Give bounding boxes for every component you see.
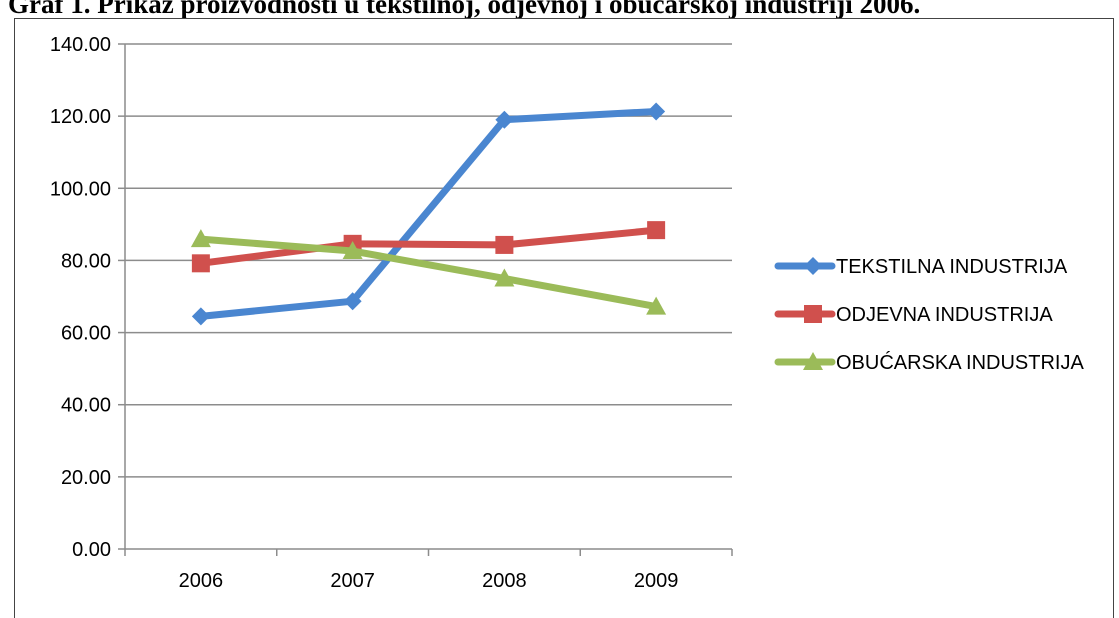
legend-item: OBUĆARSKA INDUSTRIJA bbox=[774, 351, 1084, 374]
y-tick-label: 40.00 bbox=[61, 395, 111, 417]
y-tick-label: 80.00 bbox=[61, 250, 111, 272]
y-tick-label: 140.00 bbox=[50, 34, 111, 56]
y-tick-label: 100.00 bbox=[50, 178, 111, 200]
series-line bbox=[197, 235, 660, 311]
series-3 bbox=[190, 229, 667, 315]
x-tick-labels: 2006 2007 2008 2009 bbox=[179, 570, 679, 592]
legend-marker bbox=[804, 305, 822, 323]
legend-marker bbox=[804, 257, 822, 275]
data-point bbox=[191, 254, 210, 273]
data-point bbox=[647, 221, 666, 240]
line-chart: 0.00 20.00 40.00 60.00 80.00 100.00 120.00 140.… bbox=[50, 34, 1085, 592]
gridlines bbox=[118, 43, 732, 550]
series-line bbox=[197, 107, 660, 320]
legend: TEKSTILNA INDUSTRIJA ODJEVNA INDUSTRIJA OB… bbox=[774, 256, 1084, 374]
data-point bbox=[190, 229, 211, 248]
x-tick-label: 2008 bbox=[482, 570, 527, 592]
axes bbox=[124, 44, 733, 556]
legend-item: ODJEVNA INDUSTRIJA bbox=[774, 304, 1053, 326]
legend-item: TEKSTILNA INDUSTRIJA bbox=[774, 256, 1068, 278]
chart-frame bbox=[14, 18, 1114, 618]
data-point bbox=[647, 102, 666, 121]
chart-title: Graf 1. Prikaz proizvodnosti u tekstilno… bbox=[8, 0, 921, 19]
x-tick-label: 2007 bbox=[330, 570, 375, 592]
data-point bbox=[343, 292, 362, 311]
x-tick-label: 2009 bbox=[634, 570, 679, 592]
data-point bbox=[495, 235, 514, 254]
data-point bbox=[191, 307, 210, 326]
y-tick-label: 60.00 bbox=[61, 323, 111, 345]
y-tick-labels: 0.00 20.00 40.00 60.00 80.00 100.00 120.00 140.… bbox=[50, 34, 111, 561]
data-point bbox=[646, 296, 667, 315]
x-tick-label: 2006 bbox=[179, 570, 224, 592]
data-point bbox=[494, 268, 515, 287]
legend-label: OBUĆARSKA INDUSTRIJA bbox=[836, 351, 1084, 374]
data-point bbox=[342, 241, 363, 260]
series-1 bbox=[191, 102, 666, 326]
series-lines bbox=[190, 102, 667, 326]
y-tick-label: 0.00 bbox=[72, 539, 111, 561]
legend-label: ODJEVNA INDUSTRIJA bbox=[836, 304, 1053, 326]
series-line bbox=[197, 226, 660, 267]
data-point bbox=[495, 110, 514, 129]
legend-label: TEKSTILNA INDUSTRIJA bbox=[836, 256, 1068, 278]
y-tick-label: 20.00 bbox=[61, 467, 111, 489]
legend-marker bbox=[803, 352, 823, 370]
y-tick-label: 120.00 bbox=[50, 106, 111, 128]
